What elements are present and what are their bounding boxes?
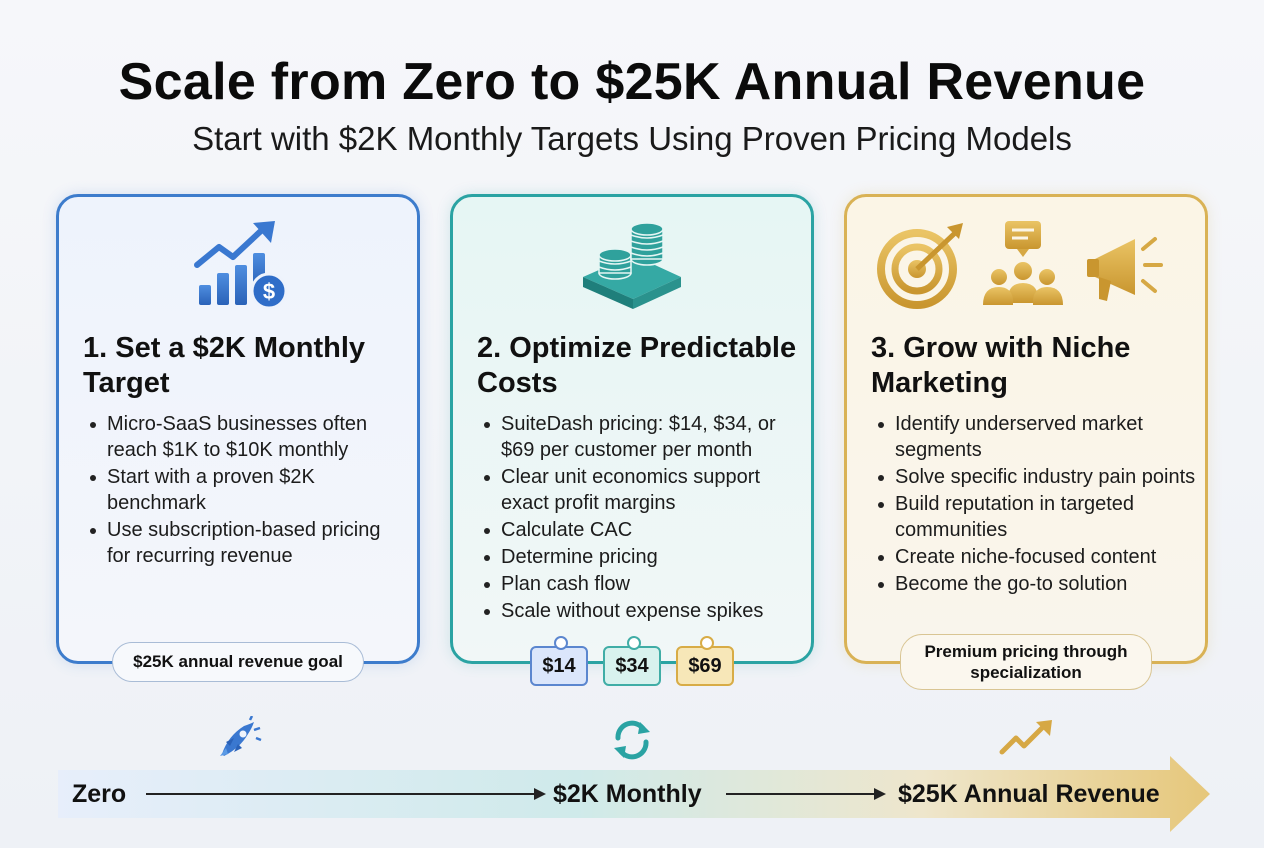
card-title: 2. Optimize Predictable Costs [477, 332, 797, 399]
price-tag-14: $14 [530, 636, 588, 686]
price-tag-69: $69 [676, 636, 734, 686]
megaphone-icon [1087, 237, 1163, 301]
timeline-stage-annual: $25K Annual Revenue [898, 780, 1160, 808]
premium-pricing-badge: Premium pricing through specialization [900, 634, 1152, 690]
revenue-goal-badge: $25K annual revenue goal [112, 642, 364, 682]
list-item: Identify underserved market segments [871, 411, 1197, 463]
target-icon [877, 223, 963, 309]
list-item: SuiteDash pricing: $14, $34, or $69 per … [477, 411, 803, 463]
list-item: Clear unit economics support exact profi… [477, 464, 803, 516]
growth-chart-dollar-icon: $ [193, 219, 289, 316]
list-item: Create niche-focused content [871, 544, 1197, 570]
list-item: Start with a proven $2K benchmark [83, 464, 409, 516]
list-item: Build reputation in targeted communities [871, 491, 1197, 543]
refresh-cycle-icon [610, 718, 654, 767]
list-item: Determine pricing [477, 544, 803, 570]
bullet-list: SuiteDash pricing: $14, $34, or $69 per … [477, 411, 803, 625]
card-predictable-costs: 2. Optimize Predictable Costs SuiteDash … [450, 194, 814, 664]
svg-text:$: $ [263, 279, 275, 304]
list-item: Solve specific industry pain points [871, 464, 1197, 490]
list-item: Use subscription-based pricing for recur… [83, 517, 409, 569]
list-item: Scale without expense spikes [477, 598, 803, 624]
price-tag-34: $34 [603, 636, 661, 686]
page-title: Scale from Zero to $25K Annual Revenue [118, 53, 1146, 111]
bullet-list: Micro-SaaS businesses often reach $1K to… [83, 411, 409, 570]
coin-stack-icon [577, 215, 687, 316]
rocket-icon [214, 715, 262, 767]
timeline-stage-zero: Zero [72, 780, 127, 808]
page-subtitle: Start with $2K Monthly Targets Using Pro… [192, 120, 1072, 157]
community-chat-icon [983, 221, 1063, 305]
list-item: Micro-SaaS businesses often reach $1K to… [83, 411, 409, 463]
card-niche-marketing: 3. Grow with Niche Marketing Identify un… [844, 194, 1208, 664]
target-community-megaphone-icons [877, 219, 1177, 314]
bullet-list: Identify underserved market segments Sol… [871, 411, 1197, 598]
card-title: 3. Grow with Niche Marketing [871, 332, 1131, 399]
list-item: Plan cash flow [477, 571, 803, 597]
list-item: Calculate CAC [477, 517, 803, 543]
card-title: 1. Set a $2K Monthly Target [83, 332, 366, 399]
list-item: Become the go-to solution [871, 571, 1197, 597]
trend-up-icon [998, 718, 1054, 763]
progress-timeline [58, 756, 1210, 832]
card-monthly-target: $ 1. Set a $2K Monthly Target Micro-SaaS… [56, 194, 420, 664]
timeline-stage-monthly: $2K Monthly [553, 780, 702, 808]
